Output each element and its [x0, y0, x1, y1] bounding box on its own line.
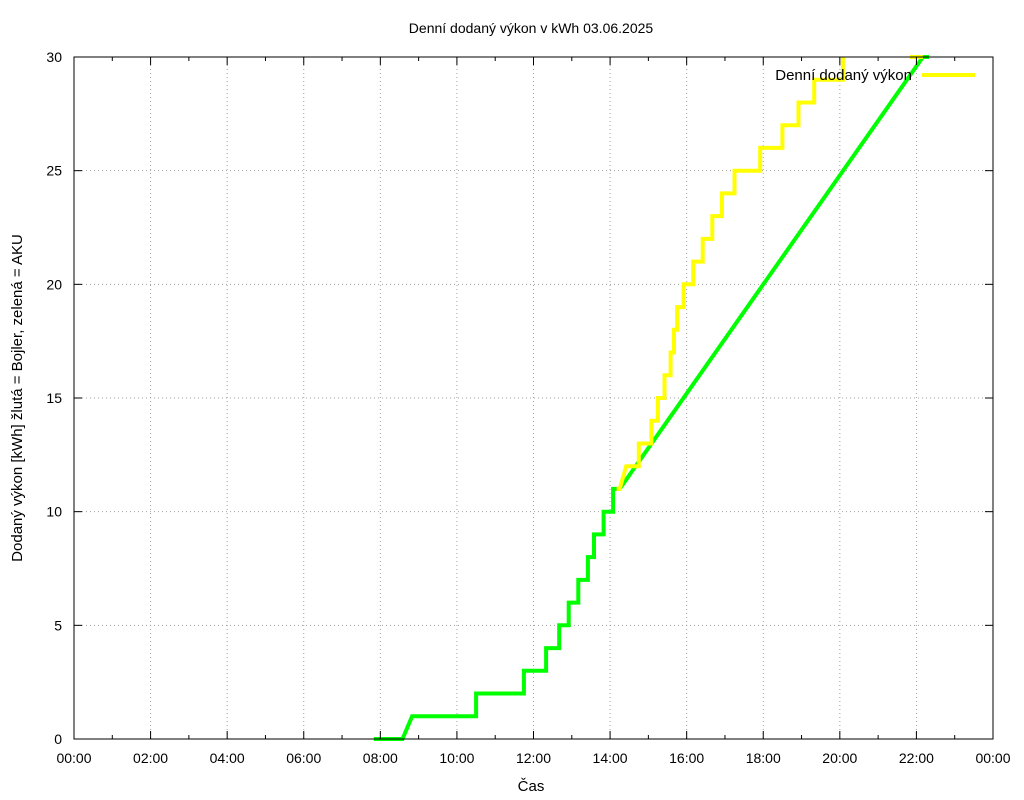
series-line-1 [617, 57, 843, 489]
x-tick-label: 04:00 [210, 750, 245, 766]
x-tick-label: 10:00 [439, 750, 474, 766]
y-tick-label: 25 [46, 163, 62, 179]
y-tick-label: 30 [46, 49, 62, 65]
x-tick-label: 18:00 [746, 750, 781, 766]
x-axis-label: Čas [518, 778, 545, 795]
grid [74, 57, 993, 739]
y-tick-label: 10 [46, 504, 62, 520]
y-tick-label: 15 [46, 390, 62, 406]
legend: Denní dodaný výkon [775, 67, 975, 84]
y-tick-label: 20 [46, 276, 62, 292]
x-tick-label: 12:00 [516, 750, 551, 766]
x-tick-label: 16:00 [669, 750, 704, 766]
x-tick-label: 06:00 [286, 750, 321, 766]
x-tick-label: 20:00 [822, 750, 857, 766]
x-tick-label: 14:00 [593, 750, 628, 766]
legend-label: Denní dodaný výkon [775, 67, 912, 84]
y-tick-label: 0 [54, 731, 62, 747]
x-tick-label: 00:00 [56, 750, 91, 766]
x-tick-label: 08:00 [363, 750, 398, 766]
x-tick-labels: 00:00 02:00 04:00 06:00 08:00 10:00 12:00 14:00… [56, 750, 1010, 766]
x-tick-label: 00:00 [975, 750, 1010, 766]
chart-title: Denní dodaný výkon v kWh 03.06.2025 [409, 20, 654, 36]
y-tick-labels: 0 5 10 15 20 25 30 [46, 49, 62, 747]
y-axis-label: Dodaný výkon [kWh] žlutá = Bojler, zelen… [9, 234, 26, 562]
y-tick-label: 5 [54, 617, 62, 633]
x-tick-label: 02:00 [133, 750, 168, 766]
x-tick-label: 22:00 [899, 750, 934, 766]
